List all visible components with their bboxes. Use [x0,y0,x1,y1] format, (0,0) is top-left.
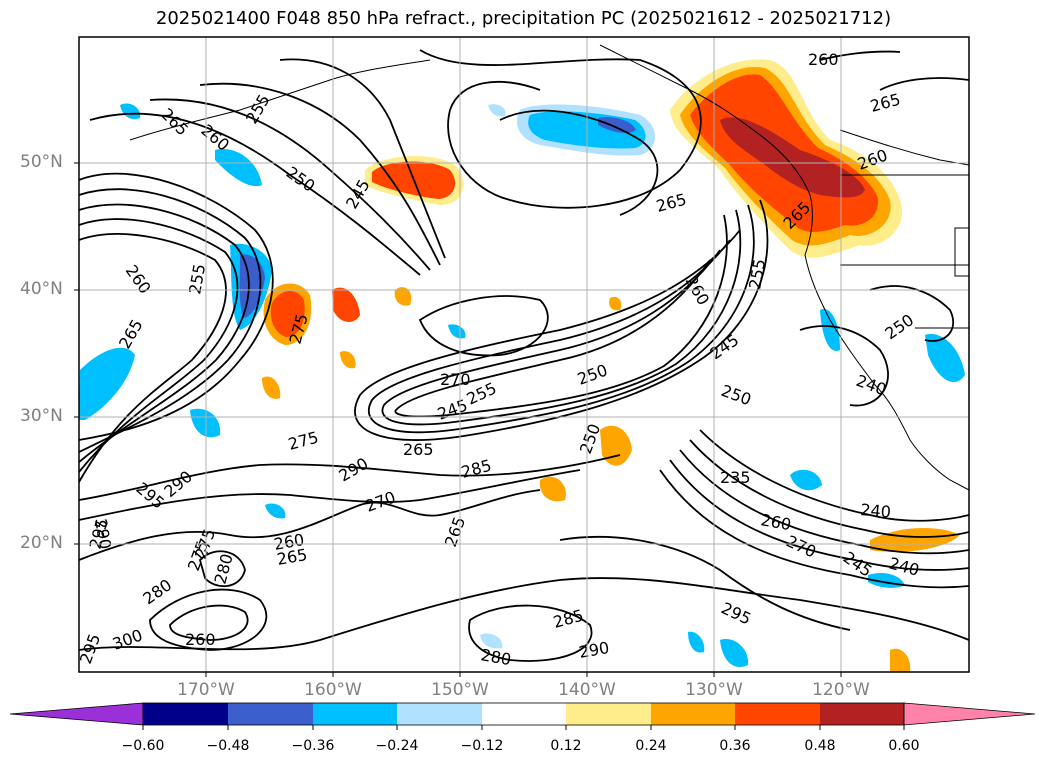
lon-label-140w: 140°W [558,680,616,700]
contour-label: 240 [860,500,892,522]
colorbar-tick-label: 0.36 [719,738,751,754]
colorbar-tick-label: 0.24 [635,738,667,754]
colorbar-tick-label: 0.48 [804,738,836,754]
lon-label-160w: 160°W [304,680,362,700]
lon-label-120w: 120°W [812,680,870,700]
lat-label-20n: 20°N [20,533,63,553]
contour-label: 260 [808,50,839,69]
lon-label-170w: 170°W [177,680,235,700]
positive-precipitation-shading [262,59,960,672]
map-frame [78,36,970,673]
colorbar-tick-label: −0.48 [206,738,250,754]
lon-label-130w: 130°W [685,680,743,700]
triangle-arrow-right-icon [903,702,1036,726]
colorbar-tick-label: −0.36 [291,738,335,754]
colorbar-tick-label: 0.12 [550,738,582,754]
lat-label-40n: 40°N [20,279,63,299]
lat-label-50n: 50°N [20,152,63,172]
refractivity-contours [79,49,969,662]
colorbar [9,702,1036,730]
contour-label: 270 [440,370,471,389]
lon-label-150w: 150°W [431,680,489,700]
colorbar-tick-label: −0.24 [375,738,419,754]
coastlines [129,44,969,491]
colorbar-tick-label: 0.60 [888,738,920,754]
contour-label: 260 [185,630,216,649]
triangle-arrow-left-icon [9,702,144,726]
graticule [79,37,969,672]
lat-label-30n: 30°N [20,406,63,426]
map-title: 2025021400 F048 850 hPa refract., precip… [155,8,892,29]
colorbar-tick-label: −0.60 [121,738,165,754]
colorbar-tick-label: −0.12 [460,738,504,754]
contour-label: 265 [403,440,434,459]
axis-ticks [74,162,842,677]
map-plot-area: 265 260 255 250 245 260 255 265 275 260 … [79,37,969,672]
contour-label: 235 [720,468,751,487]
